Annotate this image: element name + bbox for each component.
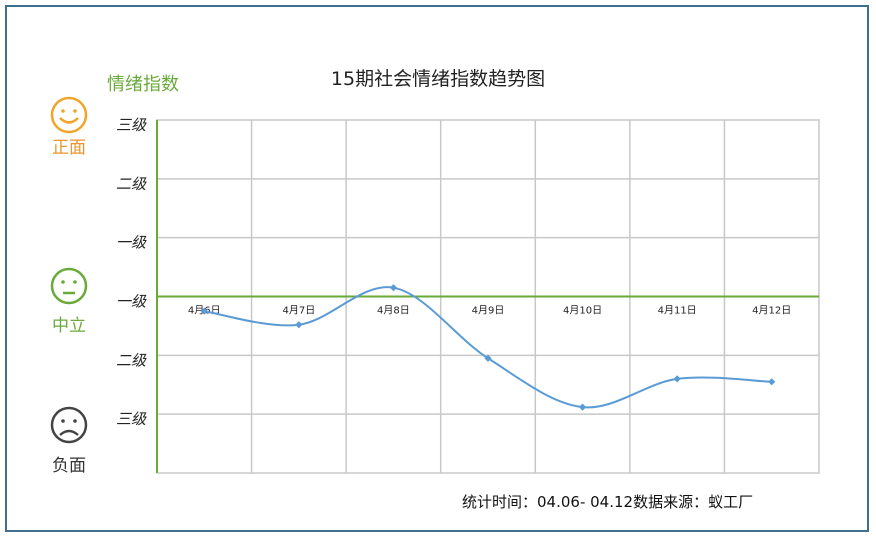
x-tick-label: 4月9日	[472, 305, 505, 317]
data-point	[578, 403, 587, 411]
neutral-label: 中立	[52, 316, 86, 336]
chart-frame	[5, 5, 869, 532]
data-point	[389, 284, 398, 292]
positive-label: 正面	[52, 138, 86, 158]
x-tick-label: 4月11日	[658, 305, 697, 317]
footer-source: 统计时间：04.06- 04.12数据来源：蚁工厂	[462, 493, 754, 511]
smiley-face-icon	[50, 96, 88, 134]
data-point	[295, 321, 303, 329]
negative-label: 负面	[52, 456, 86, 476]
data-point	[768, 378, 776, 386]
y-tick-label: 三级	[116, 410, 147, 428]
y-tick-label: 二级	[116, 175, 147, 193]
x-tick-label: 4月12日	[752, 305, 791, 317]
data-point	[200, 307, 208, 315]
y-tick-label: 二级	[116, 351, 147, 369]
x-tick-label: 4月7日	[282, 305, 315, 317]
sad-face-icon	[50, 406, 88, 444]
legend-title: 情绪指数	[107, 74, 179, 95]
chart-title: 15期社会情绪指数趋势图	[330, 68, 546, 90]
x-tick-label: 4月10日	[563, 305, 602, 317]
data-point	[484, 354, 492, 362]
y-tick-label: 一级	[116, 293, 147, 311]
y-tick-label: 三级	[116, 116, 147, 134]
neutral-face-icon	[50, 267, 88, 305]
x-tick-label: 4月8日	[377, 305, 410, 317]
y-tick-label: 一级	[116, 234, 147, 252]
data-point	[673, 375, 681, 383]
